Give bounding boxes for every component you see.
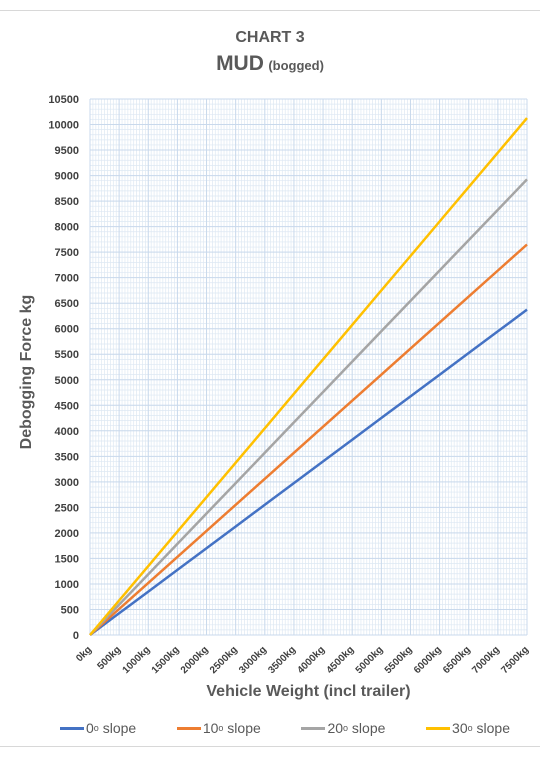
- series-lines: [89, 117, 528, 637]
- x-axis-label: Vehicle Weight (incl trailer): [206, 683, 411, 700]
- legend-series-suffix: slope: [223, 720, 261, 736]
- y-tick-label: 6000: [55, 324, 79, 336]
- legend-series-name: 30: [452, 720, 468, 736]
- x-tick-label: 2500kg: [208, 644, 240, 676]
- y-tick-label: 0: [73, 630, 79, 642]
- legend-series-suffix: slope: [472, 720, 510, 736]
- y-tick-label: 5500: [55, 349, 79, 361]
- x-tick-label: 0kg: [74, 644, 94, 664]
- y-tick-label: 5000: [55, 375, 79, 387]
- degree-superscript: o: [93, 723, 99, 733]
- degree-superscript: o: [467, 723, 473, 733]
- y-tick-label: 2500: [55, 502, 79, 514]
- chart-subtitle-main: MUD: [216, 52, 264, 75]
- minor-gridlines: [89, 98, 528, 636]
- series-line-10-degree-slope: [89, 243, 528, 636]
- x-tick-label: 3000kg: [237, 644, 269, 676]
- legend-series-name: 10: [202, 720, 219, 736]
- x-tick-label: 1000kg: [121, 644, 153, 676]
- y-tick-label: 9000: [55, 171, 79, 183]
- series-line-20-degree-slope: [89, 178, 528, 636]
- y-tick-label: 10000: [48, 120, 79, 132]
- x-tick-label: 6500kg: [441, 644, 473, 676]
- series-line-30-degree-slope: [89, 117, 528, 636]
- x-tick-label: 500kg: [95, 644, 123, 672]
- y-tick-label: 8500: [55, 196, 79, 208]
- y-tick-label: 4500: [55, 400, 79, 412]
- legend-swatch: [176, 726, 201, 730]
- series-line-0-degree-slope: [89, 308, 528, 637]
- y-axis-tick-labels: 0 500 1000 1500 2000 2500 3000 3500 4000 4500 5000…: [48, 94, 79, 642]
- y-tick-label: 4000: [55, 426, 79, 438]
- y-tick-label: 9500: [55, 145, 79, 157]
- legend-swatch: [426, 726, 451, 730]
- y-tick-label: 1000: [55, 579, 79, 591]
- legend-series-name: 0: [86, 720, 94, 736]
- chart-subtitle: MUD (bogged): [0, 52, 540, 76]
- y-tick-label: 10500: [48, 94, 79, 106]
- chart-subtitle-note: (bogged): [268, 58, 324, 73]
- legend-swatch: [301, 726, 326, 730]
- x-tick-label: 5000kg: [354, 644, 386, 676]
- y-tick-label: 2000: [55, 528, 79, 540]
- x-tick-label: 4000kg: [295, 644, 327, 676]
- legend-swatch: [60, 726, 84, 730]
- legend-item-10-degree-slope: 10 o slope: [176, 720, 261, 736]
- y-tick-label: 1500: [55, 553, 79, 565]
- x-tick-label: 7000kg: [470, 644, 502, 676]
- x-tick-label: 3500kg: [266, 644, 298, 676]
- bottom-divider: [0, 746, 540, 747]
- legend-series-name: 20: [327, 720, 344, 736]
- y-tick-label: 3500: [55, 451, 79, 463]
- y-tick-label: 7000: [55, 273, 79, 285]
- y-tick-label: 7500: [55, 247, 79, 259]
- x-axis-tick-labels: 0kg 500kg1000kg1500kg2000kg2500kg3000kg35…: [74, 644, 531, 676]
- legend-series-suffix: slope: [348, 720, 386, 736]
- y-tick-label: 500: [61, 604, 79, 616]
- y-tick-label: 8000: [55, 222, 79, 234]
- degree-superscript: o: [218, 723, 224, 733]
- degree-superscript: o: [343, 723, 349, 733]
- x-tick-label: 4500kg: [325, 644, 357, 676]
- legend-series-suffix: slope: [98, 720, 137, 736]
- legend-item-20-degree-slope: 20 o slope: [301, 720, 385, 736]
- x-tick-label: 6000kg: [412, 644, 444, 676]
- x-tick-label: 5500kg: [383, 644, 415, 676]
- major-gridlines: [89, 98, 528, 636]
- y-tick-label: 3000: [55, 477, 79, 489]
- x-tick-label: 1500kg: [150, 644, 182, 676]
- legend-item-30-degree-slope: 30 o slope: [426, 720, 510, 736]
- chart-title: CHART 3: [235, 29, 305, 46]
- y-tick-label: 6500: [55, 298, 79, 310]
- x-tick-label: 2000kg: [179, 644, 211, 676]
- x-tick-label: 7500kg: [499, 644, 531, 676]
- top-divider: [0, 10, 540, 11]
